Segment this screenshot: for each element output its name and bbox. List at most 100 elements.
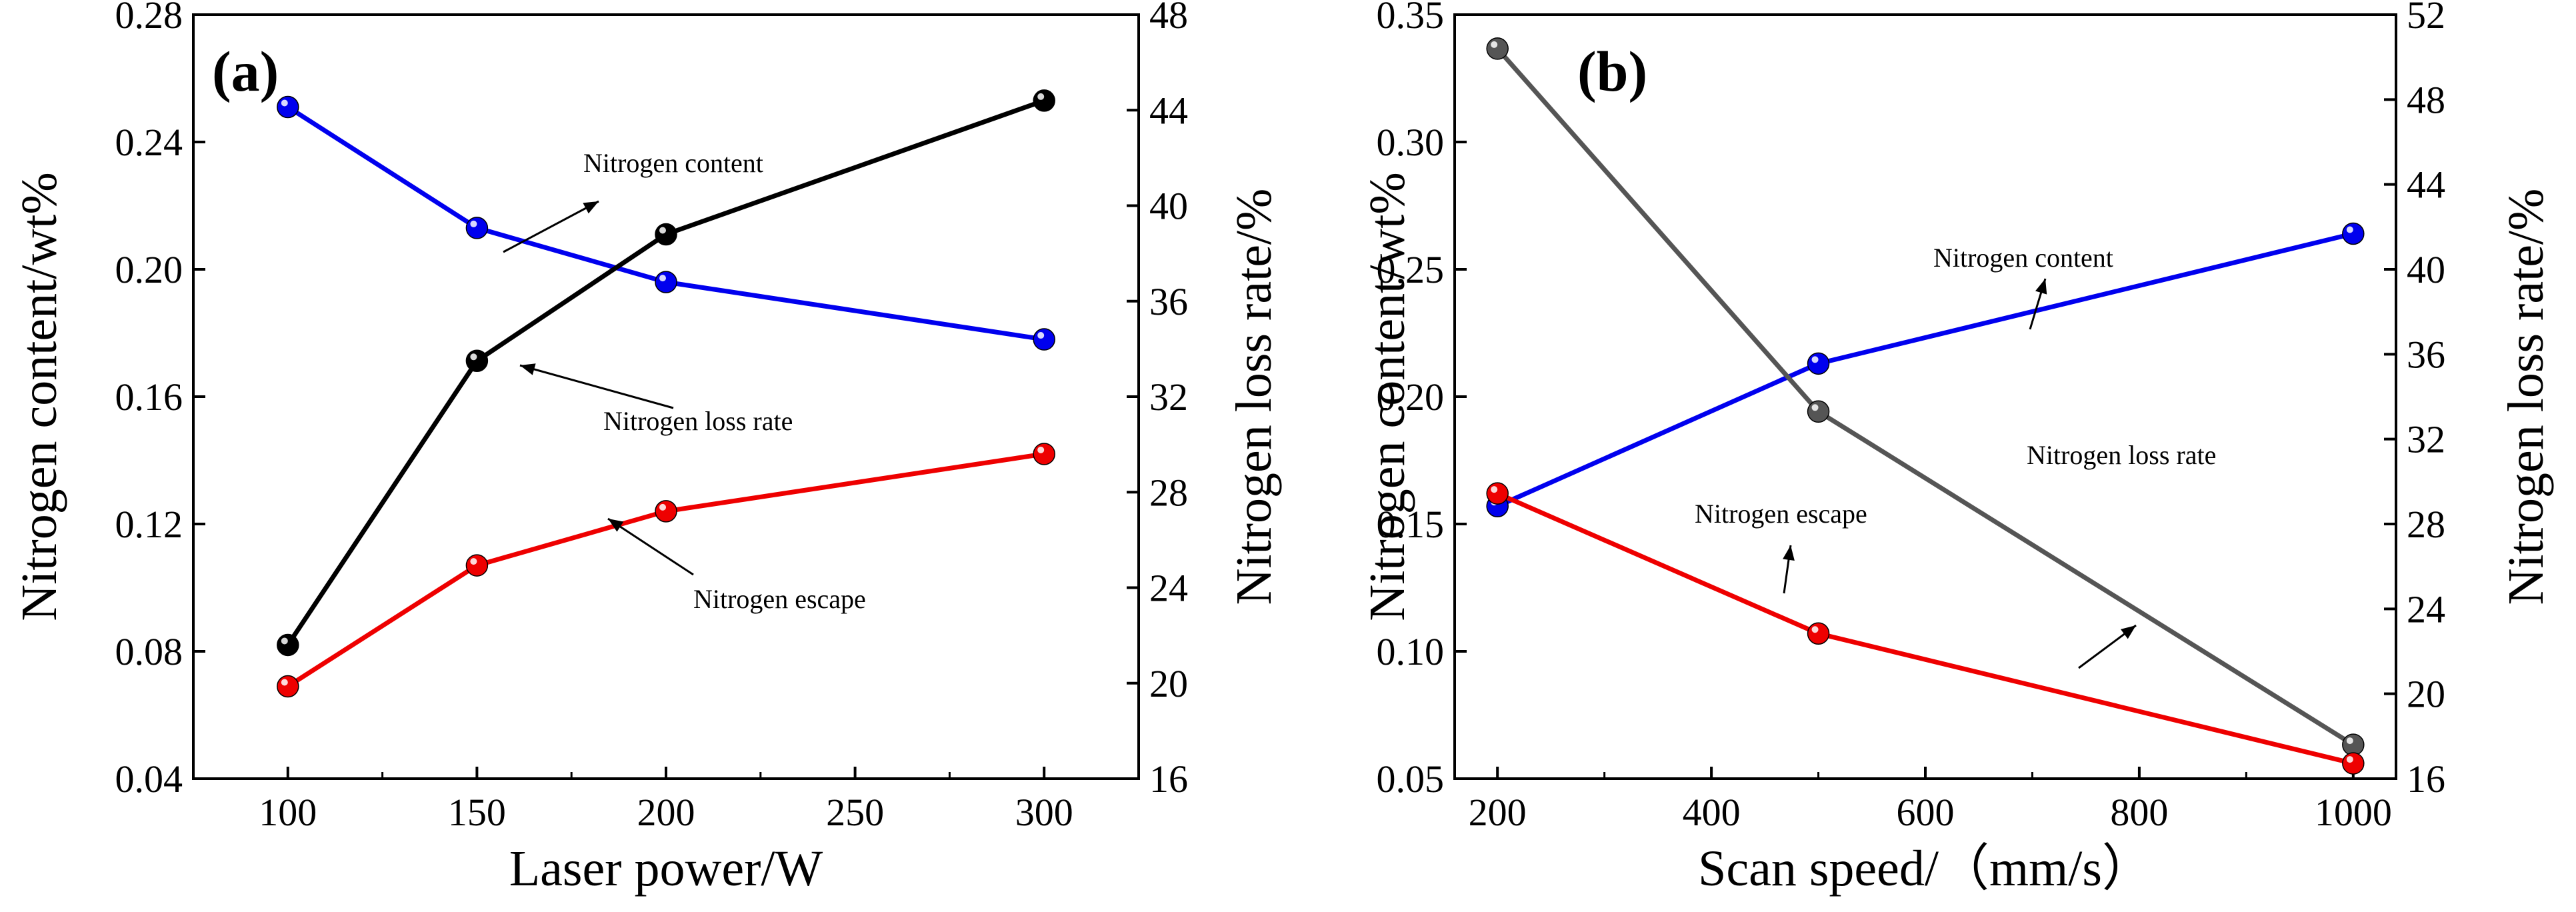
panel-b-y-right-tick-label: 32: [2407, 418, 2445, 461]
panel-a-series-nitrogen-content-line: [286, 105, 1045, 342]
panel-b-y-left-tick-label: 0.30: [1377, 121, 1445, 164]
panel-b-x-tick-label: 1000: [2315, 791, 2392, 834]
panel-b-x-tick-label: 400: [1683, 791, 1741, 834]
panel-a-y-right-tick-label: 48: [1149, 0, 1188, 37]
panel-b-series-nitrogen-loss-rate-point: [2342, 733, 2365, 756]
panel-a-y-right-tick-label: 36: [1149, 280, 1188, 323]
panel-b-annotation-arrow-head: [1783, 545, 1795, 561]
panel-a-annotation-arrow-line: [607, 517, 694, 576]
panel-b-y-left-tick-label: 0.10: [1377, 630, 1445, 673]
panel-b-series-nitrogen-escape-point: [1486, 482, 1509, 505]
panel-a-series-nitrogen-loss-rate-point: [277, 633, 299, 657]
panel-a-series-nitrogen-escape-point: [277, 675, 299, 698]
panel-a-series-nitrogen-loss-rate-point-highlight: [1037, 93, 1045, 100]
panel-a-series-nitrogen-loss-rate-point-highlight: [281, 637, 288, 645]
panel-a: 100 150 200 250 300 0.04 0.08 0.12 0.16 0.20 0.24 0…: [11, 0, 1282, 897]
panel-b-series-nitrogen-loss-rate-point: [1807, 400, 1830, 423]
panel-a-x-tick-label: 100: [259, 791, 317, 834]
panel-b-series-nitrogen-loss-rate-point-highlight: [1491, 41, 1498, 48]
panel-b-y-right-tick-label: 24: [2407, 587, 2445, 631]
panel-a-annotation-arrow-head: [608, 519, 624, 532]
panel-b-y-right-tick-label: 16: [2407, 757, 2445, 801]
panel-a-x-tick-label: 150: [448, 791, 506, 834]
panel-a-series-nitrogen-escape-point-highlight: [1037, 446, 1045, 453]
panel-b-y-right-tick-label: 44: [2407, 163, 2445, 207]
panel-a-series-nitrogen-content-point: [1033, 328, 1055, 351]
panel-b-annotation-nitrogen-loss-rate: Nitrogen loss rate: [2027, 440, 2216, 470]
panel-b-y-left-tick-label: 0.35: [1377, 0, 1445, 37]
panel-a-series-nitrogen-loss-rate-point-highlight: [659, 227, 666, 234]
panel-b-y-right-tick-label: 48: [2407, 78, 2445, 121]
panel-b-annotation-nitrogen-content: Nitrogen content: [1933, 243, 2113, 273]
panel-a-y-right-tick-label: 24: [1149, 567, 1188, 610]
panel-a-series-nitrogen-escape-point-highlight: [470, 558, 477, 565]
panel-a-y-right-tick-label: 20: [1149, 662, 1188, 705]
panel-b-series-nitrogen-content-point: [2342, 222, 2365, 245]
panel-b-x-axis-title: Scan speed/（mm/s）: [1698, 841, 2153, 897]
panel-a-y-left-tick-label: 0.24: [115, 121, 183, 164]
panel-a-series-nitrogen-escape-point-highlight: [659, 503, 666, 511]
panel-a-x-axis-title: Laser power/W: [509, 841, 823, 897]
panel-b-y-right-tick-label: 52: [2407, 0, 2445, 37]
panel-a-series-nitrogen-loss-rate-line: [285, 98, 1045, 647]
panel-b-annotation-arrow-head: [2120, 625, 2136, 639]
panel-a-y-left-axis-title: Nitrogen content/wt%: [11, 172, 67, 621]
panel-a-annotation-arrow-head: [583, 201, 599, 214]
panel-b-series-nitrogen-loss-rate-point: [1486, 37, 1509, 60]
panel-b-series-nitrogen-content-point: [1807, 352, 1830, 375]
panel-b-annotation-nitrogen-escape: Nitrogen escape: [1695, 499, 1867, 529]
panel-b-series-nitrogen-escape-point: [2342, 752, 2365, 775]
panel-a-y-right-tick-label: 32: [1149, 375, 1188, 419]
panel-a-series-nitrogen-escape-point-highlight: [281, 679, 288, 686]
panel-a-series-nitrogen-content-point-highlight: [470, 220, 477, 227]
panel-b-x-tick-label: 800: [2110, 791, 2168, 834]
panel-b-label: (b): [1577, 39, 1647, 103]
panel-a-x-tick-label: 200: [637, 791, 695, 834]
panel-a-series-nitrogen-loss-rate-point: [465, 349, 489, 373]
panel-a-plot-frame: [192, 13, 1140, 780]
panel-a-y-left-tick-label: 0.04: [115, 757, 183, 801]
panel-b-series-nitrogen-loss-rate-point-highlight: [2346, 737, 2353, 745]
panel-b-series-nitrogen-escape-point-highlight: [1811, 626, 1819, 633]
panel-a-label: (a): [212, 39, 279, 103]
panel-b-annotation-arrow-head: [2035, 279, 2047, 295]
panel-b-series-nitrogen-escape-point-highlight: [2346, 756, 2353, 763]
panel-b-plot-frame: [1453, 13, 2397, 780]
panel-a-series-nitrogen-content-point-highlight: [659, 275, 666, 282]
panel-a-series-nitrogen-escape-line: [286, 451, 1045, 689]
panel-a-y-left-tick-label: 0.20: [115, 248, 183, 291]
panel-a-series-nitrogen-content-point: [465, 217, 489, 239]
panel-b-series-nitrogen-escape-line: [1496, 491, 2354, 766]
panel-b-y-left-tick-label: 0.15: [1377, 503, 1445, 546]
panel-b-series-nitrogen-loss-rate-point-highlight: [1811, 404, 1819, 411]
panel-a-series-nitrogen-content-point-highlight: [281, 99, 288, 107]
panel-b-series-nitrogen-content-point-highlight: [1811, 356, 1819, 363]
panel-b-y-left-tick-label: 0.25: [1377, 248, 1445, 291]
panel-b-x-tick-label: 200: [1469, 791, 1527, 834]
panel-b-y-right-tick-label: 20: [2407, 673, 2445, 716]
panel-a-annotation-nitrogen-content: Nitrogen content: [583, 148, 763, 178]
panel-b-series-nitrogen-content-point-highlight: [2346, 226, 2353, 233]
panel-b-y-left-axis-title: Nitrogen content/wt%: [1359, 172, 1415, 621]
panel-a-y-right-tick-label: 40: [1149, 185, 1188, 228]
panel-a-series-nitrogen-loss-rate-point: [655, 223, 677, 246]
panel-b-y-right-tick-label: 36: [2407, 333, 2445, 376]
panel-a-series-nitrogen-escape-point: [655, 500, 677, 523]
panel-a-series-nitrogen-content-point: [655, 271, 677, 293]
panel-b-series-nitrogen-escape-point: [1807, 622, 1830, 645]
panel-a-series-nitrogen-content-point: [277, 95, 299, 119]
panel-b-y-right-tick-label: 40: [2407, 248, 2445, 291]
panel-a-y-left-tick-label: 0.28: [115, 0, 183, 37]
panel-b-x-tick-label: 600: [1897, 791, 1955, 834]
panel-a-y-right-tick-label: 16: [1149, 757, 1188, 801]
panel-a-series-nitrogen-content-point-highlight: [1037, 332, 1045, 339]
panel-a-series-nitrogen-loss-rate-point: [1033, 89, 1055, 112]
panel-b-series-nitrogen-escape-point-highlight: [1491, 486, 1498, 493]
panel-a-y-left-tick-label: 0.12: [115, 503, 183, 546]
panel-b-y-left-tick-label: 0.05: [1377, 757, 1445, 801]
panel-a-annotation-arrow-head: [520, 363, 536, 375]
panel-b-y-right-axis-title: Nitrogen loss rate/%: [2498, 189, 2554, 605]
panel-a-annotation-arrow-line: [519, 364, 674, 409]
panel-b: 200 400 600 800 1000 0.05 0.10 0.15 0.20 0.25 0.30…: [1359, 0, 2554, 897]
